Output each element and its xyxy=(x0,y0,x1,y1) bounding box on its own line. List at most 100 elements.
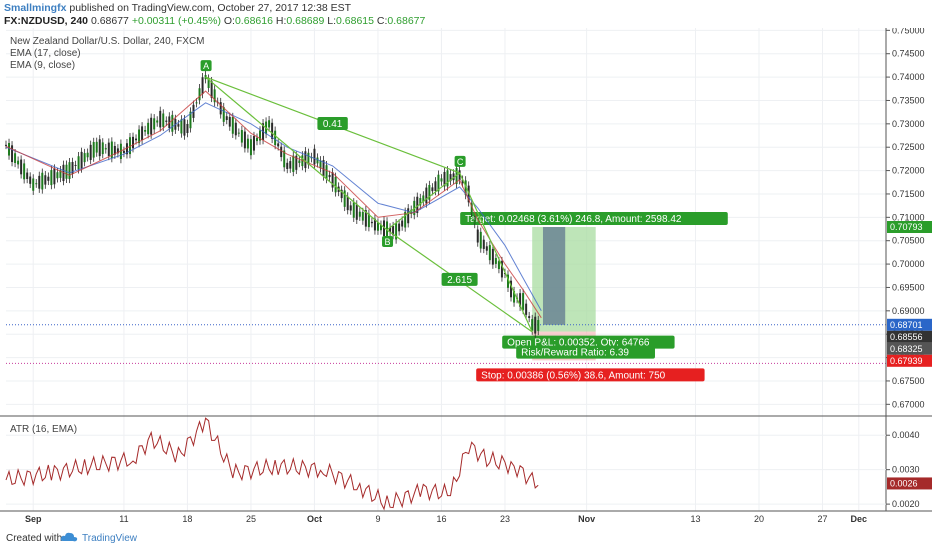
candle-body xyxy=(313,148,316,165)
candle-body xyxy=(470,203,473,213)
candle-body xyxy=(195,102,198,104)
candle-body xyxy=(228,116,231,127)
price-tick-label: 0.72000 xyxy=(892,166,925,176)
atr-tick-label: 0.0030 xyxy=(892,465,920,475)
candle-body xyxy=(398,223,401,232)
candle-body xyxy=(231,117,234,134)
atr-last-badge xyxy=(887,477,932,490)
candle-body xyxy=(476,229,479,243)
candle-body xyxy=(198,88,201,101)
candle-body xyxy=(234,122,237,136)
candle-body xyxy=(104,148,107,150)
point-a-label-bg xyxy=(200,60,212,72)
candle-body xyxy=(23,163,26,180)
price-tick-label: 0.73000 xyxy=(892,119,925,129)
candle-body xyxy=(92,142,95,158)
candle-body xyxy=(386,221,389,237)
atr-tick-label: 0.0020 xyxy=(892,499,920,509)
candle-body xyxy=(252,136,255,151)
candle-body xyxy=(513,291,516,303)
price-chart[interactable]: Target: 0.02468 (3.61%) 246.8, Amount: 2… xyxy=(0,25,932,525)
candle-body xyxy=(41,172,44,190)
price-badge-current xyxy=(887,318,932,331)
candle-body xyxy=(292,155,295,172)
candle-body xyxy=(422,195,425,202)
candle-body xyxy=(364,210,367,227)
candle-body xyxy=(340,189,343,199)
candle-body xyxy=(153,118,156,130)
price-tick-label: 0.70000 xyxy=(892,259,925,269)
symbol-label: FX:NZDUSD, 240 xyxy=(4,15,89,27)
time-tick-label: 20 xyxy=(754,514,764,524)
candle-body xyxy=(289,161,292,169)
time-tick-label: 18 xyxy=(182,514,192,524)
stop-label-text: Stop: 0.00386 (0.56%) 38.6, Amount: 750 xyxy=(481,370,665,381)
chart-area[interactable]: Target: 0.02468 (3.61%) 246.8, Amount: 2… xyxy=(0,25,932,525)
risk-reward-label-bg xyxy=(516,345,655,359)
candle-body xyxy=(286,162,289,170)
candle-body xyxy=(525,303,528,315)
candle-body xyxy=(177,124,180,127)
candle-body xyxy=(522,293,525,310)
open-pl-zone xyxy=(542,227,566,325)
ratio-bd-label-bg xyxy=(441,272,478,286)
high-label: H: xyxy=(275,15,287,27)
instrument-title: New Zealand Dollar/U.S. Dollar, 240, FXC… xyxy=(10,36,205,47)
price-tick-label: 0.73500 xyxy=(892,95,925,105)
candle-body xyxy=(144,129,147,132)
time-tick-label: 27 xyxy=(817,514,827,524)
time-tick-label: 11 xyxy=(119,514,128,524)
candle-body xyxy=(537,320,540,331)
candle-body xyxy=(389,227,392,233)
candle-body xyxy=(11,145,14,163)
candle-body xyxy=(274,130,277,146)
candle-body xyxy=(416,196,419,213)
candle-body xyxy=(431,187,434,192)
candle-body xyxy=(373,218,376,231)
atr-line xyxy=(5,417,539,511)
price-badge-entry xyxy=(887,330,932,343)
ema9-legend[interactable]: EMA (9, close) xyxy=(10,60,76,71)
candle-body xyxy=(180,119,183,134)
candle-body xyxy=(132,136,135,149)
candle-body xyxy=(26,172,29,179)
candle-body xyxy=(325,165,328,180)
atr-legend[interactable]: ATR (16, EMA) xyxy=(10,424,78,435)
candle-body xyxy=(358,211,361,217)
candle-body xyxy=(243,131,246,149)
candle-body xyxy=(162,113,165,127)
stop-label-bg xyxy=(476,368,705,382)
ratio-bd-label: 2.615 xyxy=(447,275,472,286)
pattern-leg-0 xyxy=(205,76,388,231)
candle-body xyxy=(50,170,53,186)
atr-tick-label: 0.0040 xyxy=(892,430,920,440)
candle-body xyxy=(159,110,162,128)
candle-body xyxy=(440,178,443,182)
close-label: C: xyxy=(376,15,388,27)
open-pl-label-text: Open P&L: 0.00352, Qty: 64766 xyxy=(507,338,650,349)
price-tick-label: 0.67000 xyxy=(892,399,925,409)
ema17-legend[interactable]: EMA (17, close) xyxy=(10,48,81,59)
candle-body xyxy=(494,258,497,264)
candle-body xyxy=(246,138,249,149)
price-badge-entry-line-text: 0.68325 xyxy=(890,344,923,354)
point-b-label: B xyxy=(385,237,391,247)
candle-body xyxy=(150,117,153,135)
candle-body xyxy=(17,160,20,165)
point-b-label-bg xyxy=(382,235,394,247)
time-tick-label: 13 xyxy=(690,514,700,524)
price-tick-label: 0.71500 xyxy=(892,189,925,199)
candle-body xyxy=(101,142,104,155)
candle-body xyxy=(68,162,71,179)
candle-body xyxy=(437,174,440,192)
candle-body xyxy=(428,185,431,200)
author-link[interactable]: Smallmingfx xyxy=(4,2,67,14)
price-tick-label: 0.70500 xyxy=(892,236,925,246)
candle-body xyxy=(156,120,159,123)
candle-body xyxy=(473,220,476,224)
candle-body xyxy=(32,178,35,191)
tradingview-link[interactable]: TradingView xyxy=(82,533,138,544)
candle-body xyxy=(379,224,382,231)
candle-body xyxy=(165,120,168,122)
candle-body xyxy=(89,144,92,160)
